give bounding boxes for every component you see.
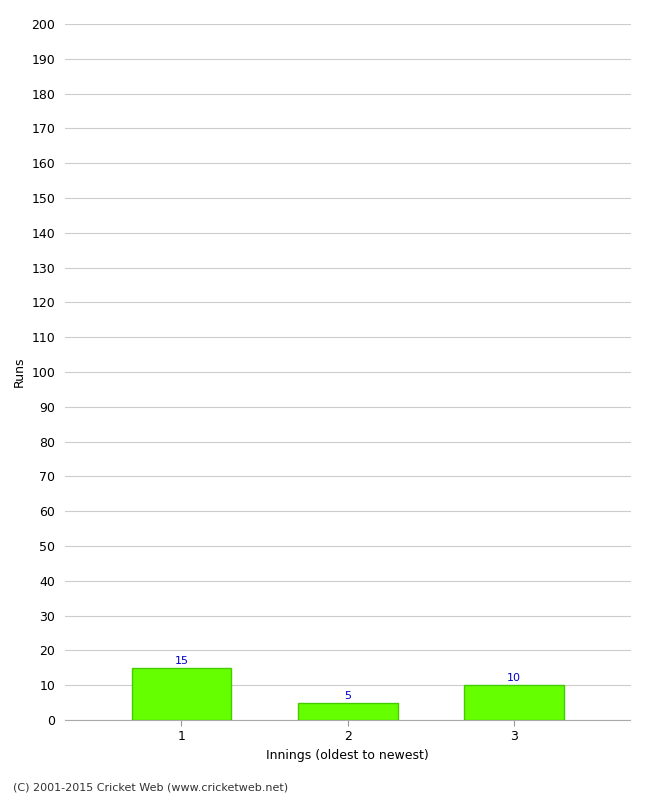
Text: (C) 2001-2015 Cricket Web (www.cricketweb.net): (C) 2001-2015 Cricket Web (www.cricketwe… (13, 782, 288, 792)
Text: 15: 15 (174, 656, 188, 666)
Text: 5: 5 (344, 691, 351, 701)
Bar (464, 685, 564, 720)
Bar (131, 668, 231, 720)
Y-axis label: Runs: Runs (13, 357, 26, 387)
X-axis label: Innings (oldest to newest): Innings (oldest to newest) (266, 749, 429, 762)
Text: 10: 10 (507, 674, 521, 683)
Bar (298, 702, 398, 720)
